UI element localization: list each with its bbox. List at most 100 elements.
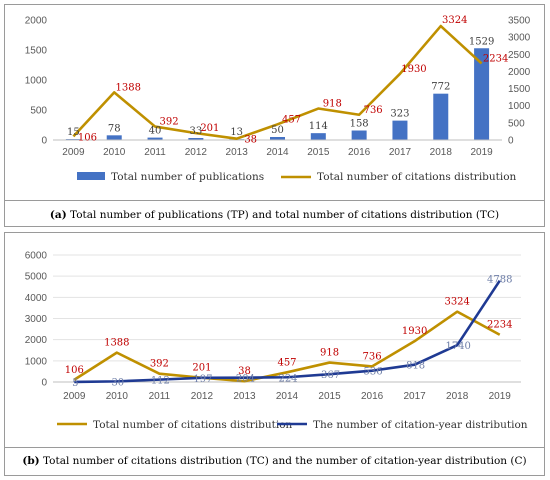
caption-divider	[5, 447, 544, 448]
y-tick-label: 2000	[25, 335, 48, 346]
citation-data-label: 38	[244, 135, 257, 146]
y-left-tick-label: 500	[30, 106, 47, 117]
citation-data-label: 201	[200, 123, 219, 134]
y-tick-label: 4000	[25, 293, 48, 304]
y-tick-label: 5000	[25, 272, 48, 283]
publication-bar	[310, 133, 326, 140]
citation-data-label: 392	[159, 117, 178, 128]
x-tick-label: 2017	[404, 391, 427, 402]
x-tick-label: 2019	[489, 391, 512, 402]
x-tick-label: 2009	[62, 147, 85, 158]
x-tick-label: 2011	[144, 147, 166, 158]
citation-year-data-label: 1740	[445, 341, 470, 352]
x-tick-label: 2019	[470, 147, 493, 158]
x-tick-label: 2010	[103, 147, 126, 158]
publication-bar	[351, 130, 367, 140]
citation-data-label: 2234	[483, 53, 508, 64]
citation-year-data-label: 367	[321, 370, 340, 381]
y-left-tick-label: 1500	[25, 46, 48, 57]
legend-publications-label: Total number of publications	[111, 171, 264, 183]
citation-data-label: 2234	[487, 320, 512, 331]
caption-b: (b) Total number of citations distributi…	[5, 455, 544, 467]
x-tick-label: 2017	[389, 147, 412, 158]
publication-bar	[433, 93, 449, 140]
y-left-tick-label: 2000	[25, 16, 48, 27]
y-right-tick-label: 2500	[508, 50, 531, 61]
y-left-tick-label: 1000	[25, 76, 48, 87]
legend-citations-label: Total number of citations distribution	[93, 419, 293, 431]
x-tick-label: 2018	[446, 391, 469, 402]
caption-a: (a) Total number of publications (TP) an…	[5, 209, 544, 221]
citation-year-data-label: 536	[364, 367, 383, 378]
publication-data-label: 40	[149, 126, 162, 137]
publication-bar	[392, 120, 408, 140]
caption-b-text: Total number of citations distribution (…	[42, 455, 527, 467]
x-tick-label: 2015	[307, 147, 330, 158]
publication-data-label: 1529	[469, 36, 494, 47]
legend-citation-year-label: The number of citation-year distribution	[313, 419, 528, 431]
x-tick-label: 2013	[226, 147, 249, 158]
citation-data-label: 918	[323, 99, 342, 110]
citation-data-label: 1930	[402, 326, 427, 337]
publication-bar	[188, 138, 204, 140]
citation-data-label: 1388	[116, 82, 141, 93]
publication-data-label: 50	[271, 125, 284, 136]
y-right-tick-label: 2000	[508, 67, 531, 78]
caption-b-letter: (b)	[22, 455, 40, 467]
publication-bar	[474, 48, 490, 141]
x-tick-label: 2014	[266, 147, 289, 158]
publication-data-label: 78	[108, 123, 121, 134]
y-right-tick-label: 3000	[508, 33, 531, 44]
legend-citations-label: Total number of citations distribution	[317, 171, 517, 183]
citation-data-label: 106	[65, 365, 84, 376]
y-right-tick-label: 500	[508, 118, 525, 129]
publication-bar	[270, 137, 285, 140]
citation-data-label: 457	[277, 357, 296, 368]
publication-data-label: 33	[189, 126, 202, 137]
citation-year-data-label: 818	[406, 361, 425, 372]
y-left-tick-label: 0	[41, 136, 47, 147]
citation-year-data-label: 204	[236, 374, 255, 385]
citation-year-data-label: 30	[111, 377, 124, 388]
citations-line	[72, 24, 483, 140]
publication-data-label: 158	[350, 119, 369, 130]
publication-bar	[147, 137, 163, 140]
x-tick-label: 2009	[63, 391, 86, 402]
caption-divider	[5, 200, 544, 201]
x-tick-label: 2011	[149, 391, 171, 402]
legend-publications-swatch	[77, 172, 105, 180]
publication-data-label: 15	[67, 127, 80, 138]
publication-data-label: 114	[309, 121, 328, 132]
x-tick-label: 2014	[276, 391, 299, 402]
citation-data-label: 736	[364, 105, 383, 116]
caption-a-letter: (a)	[49, 209, 67, 221]
caption-a-text: Total number of publications (TP) and to…	[70, 209, 500, 221]
figure-panel-a: 0 500 1000 1500 2000 0 500 1000 1500 2000 2500 3000…	[4, 4, 545, 227]
y-right-tick-label: 1500	[508, 84, 531, 95]
y-tick-label: 0	[41, 378, 47, 389]
figure-panel-b: 0 1000 2000 3000 4000 5000 6000 106 1388 392 201 38…	[4, 232, 545, 476]
y-right-tick-label: 0	[508, 136, 514, 147]
citation-data-label: 457	[282, 114, 301, 125]
citation-year-data-label: 112	[151, 376, 170, 387]
x-tick-label: 2016	[348, 147, 371, 158]
x-tick-label: 2016	[361, 391, 384, 402]
chart-a: 0 500 1000 1500 2000 0 500 1000 1500 2000 2500 3000…	[25, 15, 531, 183]
citation-year-data-label: 197	[193, 374, 212, 385]
citation-data-label: 1388	[104, 338, 129, 349]
citation-data-label: 1930	[401, 64, 426, 75]
citation-data-label: 38	[238, 366, 251, 377]
x-tick-label: 2010	[106, 391, 129, 402]
y-right-tick-label: 3500	[508, 16, 531, 27]
publication-data-label: 772	[431, 82, 450, 93]
citation-data-label: 3324	[444, 297, 469, 308]
x-tick-label: 2015	[318, 391, 341, 402]
citation-data-label: 3324	[442, 15, 467, 26]
y-tick-label: 6000	[25, 251, 48, 262]
y-right-tick-label: 1000	[508, 101, 531, 112]
citation-year-data-label: 5	[72, 378, 78, 389]
citation-data-label: 106	[78, 132, 97, 143]
publication-bar	[106, 135, 122, 140]
x-tick-label: 2012	[191, 391, 214, 402]
